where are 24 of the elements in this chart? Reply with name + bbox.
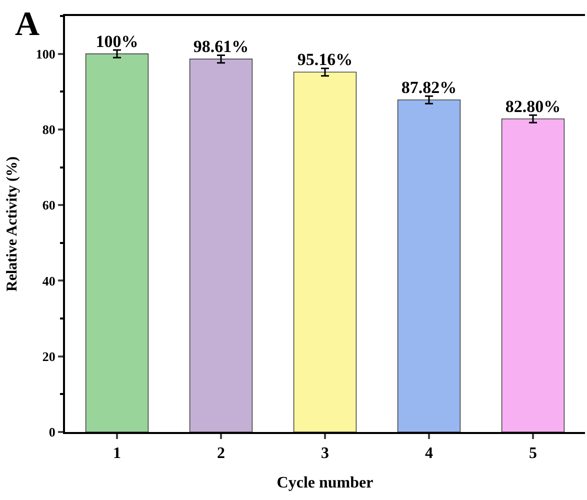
x-axis-title: Cycle number [276,474,374,492]
y-axis-title: Relative Activity (%) [4,156,21,292]
data-label: 95.16% [297,50,353,70]
y-tick-label: 80 [42,122,56,137]
y-tick-label: 40 [42,273,56,288]
text: A [15,6,40,43]
x-tick-label: 4 [425,445,433,462]
y-tick-label: 60 [42,198,56,213]
x-tick-label: 2 [217,445,225,462]
bar [293,72,357,432]
x-tick-label: 1 [113,445,121,462]
data-label: 87.82% [401,78,457,97]
bar [189,58,253,432]
x-tick-label: 5 [529,445,537,462]
data-label: 98.61% [193,37,249,56]
y-tick-label: 20 [42,348,56,364]
y-tick-label: 0 [48,424,56,440]
x-tick-label: 3 [321,445,329,462]
bar [397,99,461,432]
bar [501,118,565,432]
data-label: 100% [96,32,138,51]
y-tick-label: 100 [36,46,56,62]
data-label: 82.80% [505,96,561,116]
bar [85,53,149,432]
